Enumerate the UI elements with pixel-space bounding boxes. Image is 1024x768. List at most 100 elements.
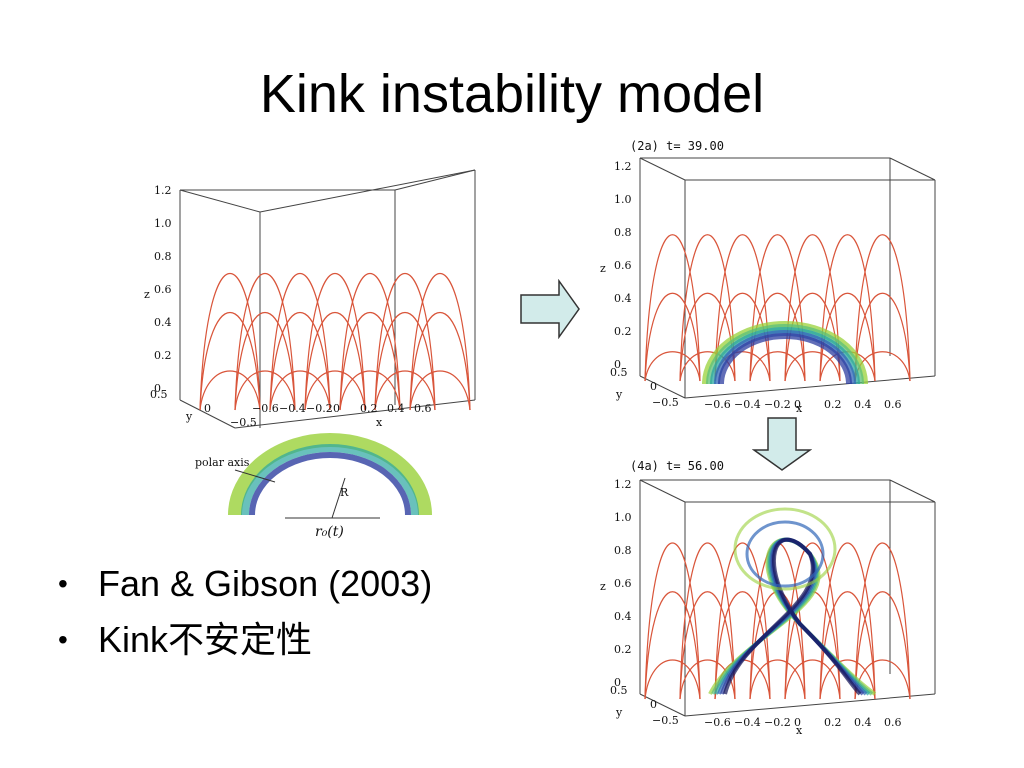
rb-z-tick-4: 0.4 [614, 610, 632, 623]
bullet-text-2: Kink不安定性 [98, 619, 313, 660]
left-x-tick-4: 0.2 [360, 402, 378, 415]
left-z-tick-4: 0.4 [154, 316, 172, 329]
rt-loop-9 [749, 234, 806, 382]
rt-loop-1 [644, 292, 701, 382]
right-bottom-figure: (4a) t= 56.00 1.2 1.0 0.8 0.6 0.4 0.2 0 z y 0.… [600, 454, 940, 744]
rb-rope-core [745, 520, 825, 588]
rt-z-tick-6: 0 [614, 358, 621, 371]
left-loop-9 [304, 273, 366, 411]
rb-x-tick-1: −0.4 [734, 716, 761, 729]
right-bottom-z-ticks: 1.2 1.0 0.8 0.6 0.4 0.2 0 [614, 478, 632, 689]
arrow-down-icon [751, 416, 813, 477]
left-loop-1 [199, 311, 261, 411]
rb-loop-19 [854, 591, 911, 700]
bullet-item: • Kink不安定性 [58, 612, 432, 668]
left-x-tick-5: 0.4 [387, 402, 405, 415]
right-top-y-label: y [615, 388, 623, 401]
left-x-tick-0: −0.6 [252, 402, 279, 415]
rt-loop-6 [714, 234, 771, 382]
left-loop-19 [409, 311, 471, 411]
bullet-text-1: Fan & Gibson (2003) [98, 563, 433, 604]
right-bottom-z-label: z [600, 580, 606, 593]
left-x-tick-2: −0.2 [306, 402, 333, 415]
left-z-tick-6: 0 [154, 382, 161, 395]
rb-loop-2 [644, 659, 701, 700]
left-loop-18 [409, 273, 471, 411]
left-loop-16 [374, 311, 436, 411]
rb-loop-7 [714, 591, 771, 700]
right-bottom-box [639, 479, 936, 717]
rt-loop-2 [644, 351, 701, 382]
rt-z-tick-5: 0.2 [614, 325, 632, 338]
left-x-tick-1: −0.4 [279, 402, 306, 415]
rb-loop-18 [854, 542, 911, 700]
rb-loop-6 [714, 542, 771, 700]
left-field-lines [199, 273, 471, 411]
left-x-ticks: −0.6 −0.4 −0.2 0 0.2 0.4 0.6 [252, 402, 432, 415]
left-loop-13 [339, 311, 401, 411]
right-top-figure: (2a) t= 39.00 1.2 1.0 0.8 0.6 0.4 0.2 0 z y 0.… [600, 136, 940, 416]
right-bottom-y-tick-0: 0.5 [610, 684, 628, 697]
rt-loop-5 [679, 351, 736, 382]
rb-loop-11 [749, 659, 806, 700]
rt-loop-18 [854, 234, 911, 382]
rb-x-tick-0: −0.6 [704, 716, 731, 729]
rb-x-tick-2: −0.2 [764, 716, 791, 729]
rb-z-tick-1: 1.0 [614, 511, 632, 524]
right-top-y-tick-1: 0 [650, 380, 657, 393]
left-x-label: x [376, 416, 383, 429]
inset-R: R [340, 486, 349, 499]
right-top-label: (2a) t= 39.00 [630, 139, 724, 153]
arrow-right-icon [519, 278, 581, 344]
bullet-dot-icon: • [58, 624, 68, 655]
rb-x-tick-6: 0.6 [884, 716, 902, 729]
right-top-field-lines [644, 234, 911, 382]
rt-loop-3 [679, 234, 736, 382]
left-y-tick-1: 0 [204, 402, 211, 415]
left-loop-5 [234, 370, 296, 411]
rb-loop-15 [819, 542, 876, 700]
rb-loop-16 [819, 591, 876, 700]
right-bottom-y-label: y [615, 706, 623, 719]
rt-x-tick-0: −0.6 [704, 398, 731, 411]
left-z-tick-5: 0.2 [154, 349, 172, 362]
right-top-y-tick-0: 0.5 [610, 366, 628, 379]
rt-z-tick-0: 1.2 [614, 160, 632, 173]
rt-z-tick-1: 1.0 [614, 193, 632, 206]
left-loop-6 [269, 273, 331, 411]
rb-z-tick-6: 0 [614, 676, 621, 689]
right-top-x-ticks: −0.6 −0.4 −0.2 0 0.2 0.4 0.6 [704, 398, 902, 411]
right-top-svg: (2a) t= 39.00 1.2 1.0 0.8 0.6 0.4 0.2 0 z y 0.… [600, 139, 936, 415]
right-bottom-x-ticks: −0.6 −0.4 −0.2 0 0.2 0.4 0.6 [704, 716, 902, 729]
rb-loop-3 [679, 542, 736, 700]
rt-loop-15 [819, 234, 876, 382]
left-figure: 1.2 1.0 0.8 0.6 0.4 0.2 0 z y 0.5 0 −0.5 −0.6−… [140, 160, 490, 550]
right-bottom-y-tick-2: −0.5 [652, 714, 679, 727]
left-y-tick-0: 0.5 [150, 388, 168, 401]
rt-loop-11 [749, 351, 806, 382]
left-loop-10 [304, 311, 366, 411]
right-top-box [639, 157, 936, 399]
rb-loop-14 [784, 659, 841, 700]
bullet-dot-icon: • [58, 568, 68, 599]
right-bottom-field-lines [644, 542, 911, 700]
right-top-z-label: z [600, 262, 606, 275]
left-loop-0 [199, 273, 261, 411]
slide-title: Kink instability model [259, 64, 765, 124]
left-z-tick-3: 0.6 [154, 283, 172, 296]
rt-loop-0 [644, 234, 701, 382]
rb-z-tick-3: 0.6 [614, 577, 632, 590]
right-bottom-x-label: x [796, 724, 803, 737]
right-top-x-label: x [796, 402, 803, 415]
right-bottom-svg: (4a) t= 56.00 1.2 1.0 0.8 0.6 0.4 0.2 0 z y 0.… [600, 459, 936, 737]
right-top-rope [702, 321, 868, 385]
rt-x-tick-5: 0.4 [854, 398, 872, 411]
right-top-y-tick-2: −0.5 [652, 396, 679, 409]
rt-x-tick-4: 0.2 [824, 398, 842, 411]
rt-z-tick-4: 0.4 [614, 292, 632, 305]
inset-polar-axis: polar axis [195, 456, 250, 469]
left-loop-2 [199, 370, 261, 411]
rb-loop-12 [784, 542, 841, 700]
rb-x-tick-4: 0.2 [824, 716, 842, 729]
rt-loop-12 [784, 234, 841, 382]
